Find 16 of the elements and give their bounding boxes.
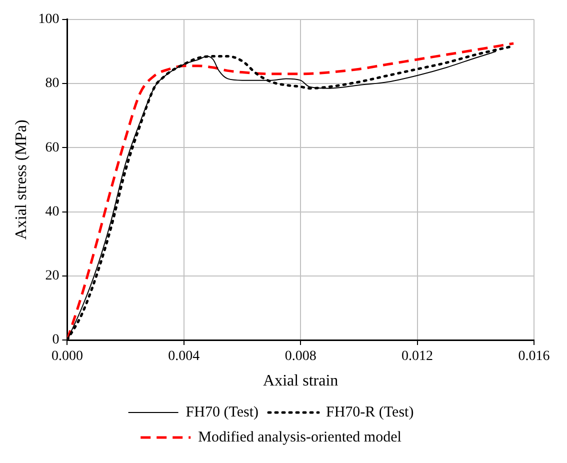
x-tick-label: 0.012 xyxy=(402,349,434,364)
y-tick-label: 40 xyxy=(45,204,60,220)
legend-label: FH70-R (Test) xyxy=(326,404,414,420)
y-tick-label: 20 xyxy=(45,268,60,284)
x-tick-label: 0.000 xyxy=(51,349,83,364)
y-tick-label: 80 xyxy=(45,76,60,92)
y-tick-label: 100 xyxy=(38,12,60,28)
x-tick-label: 0.004 xyxy=(168,349,200,364)
y-tick-label: 60 xyxy=(45,140,60,156)
legend-label: Modified analysis-oriented model xyxy=(198,429,402,446)
x-tick-label: 0.016 xyxy=(518,349,550,364)
legend-label: FH70 (Test) xyxy=(186,404,259,420)
y-tick-label: 0 xyxy=(52,332,60,348)
x-tick-label: 0.008 xyxy=(284,349,316,364)
x-axis-title: Axial strain xyxy=(263,372,338,390)
y-axis-title: Axial stress (MPa) xyxy=(12,120,30,240)
